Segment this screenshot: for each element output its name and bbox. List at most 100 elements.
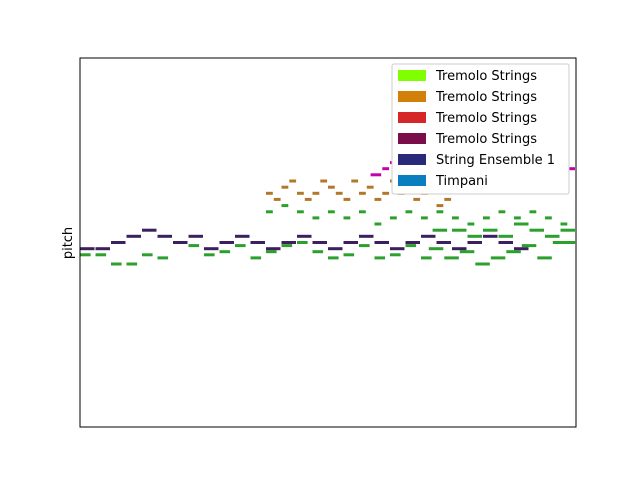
note-green-33	[467, 234, 482, 238]
note-green-28	[521, 244, 537, 248]
note-purple-10	[235, 234, 250, 238]
note-green-3	[126, 262, 138, 266]
note-purple-27	[498, 241, 513, 244]
note-green-45	[343, 216, 351, 220]
note-green-20	[405, 244, 417, 248]
note-orange-6	[312, 191, 320, 195]
note-green-13	[297, 241, 308, 244]
note-green-12	[281, 244, 293, 248]
note-green-27	[506, 250, 521, 254]
y-axis-label: pitch	[61, 227, 76, 259]
note-green-18	[374, 256, 386, 260]
note-orange-23	[444, 197, 452, 201]
note-green-50	[421, 216, 428, 220]
legend-swatch-5	[398, 175, 426, 186]
note-green-41	[281, 204, 289, 208]
note-green-55	[498, 210, 506, 214]
note-green-37	[529, 228, 544, 232]
note-purple-14	[297, 234, 312, 238]
note-green-10	[250, 256, 262, 260]
note-green-53	[467, 222, 475, 226]
note-purple-13	[281, 241, 296, 244]
note-green-24	[459, 250, 475, 254]
note-orange-4	[297, 191, 304, 195]
note-purple-15	[312, 241, 327, 244]
legend-label-3: Tremolo Strings	[435, 132, 537, 147]
note-green-57	[529, 210, 537, 214]
note-green-35	[498, 234, 513, 238]
note-orange-11	[351, 179, 359, 183]
legend-swatch-1	[398, 91, 426, 102]
note-green-0	[80, 253, 91, 257]
note-purple-7	[188, 234, 203, 238]
note-green-56	[514, 216, 521, 220]
note-orange-12	[359, 191, 366, 195]
note-purple-18	[359, 234, 374, 238]
plot-frame	[79, 57, 577, 428]
note-green-52	[452, 216, 459, 220]
note-purple-24	[452, 247, 467, 251]
note-purple-20	[390, 247, 405, 251]
note-green-51	[436, 210, 444, 214]
note-green-49	[405, 210, 413, 214]
note-purple-1	[95, 247, 110, 251]
note-orange-10	[343, 197, 351, 201]
note-green-6	[188, 244, 200, 248]
note-purple-17	[343, 241, 358, 244]
note-green-29	[537, 256, 552, 260]
note-purple-26	[483, 234, 498, 238]
note-green-26	[490, 256, 506, 260]
note-magenta-1	[382, 167, 390, 171]
note-orange-15	[382, 191, 390, 195]
note-green-1	[95, 253, 107, 257]
note-purple-12	[266, 247, 281, 251]
note-green-30	[552, 241, 576, 244]
note-magenta-0	[370, 173, 382, 177]
note-green-39	[560, 228, 575, 232]
note-orange-8	[328, 185, 335, 189]
note-green-15	[328, 256, 339, 260]
legend-label-1: Tremolo Strings	[435, 90, 537, 105]
note-green-31	[432, 228, 448, 232]
note-layer	[80, 161, 576, 266]
note-green-7	[204, 253, 215, 257]
note-green-32	[452, 228, 467, 232]
note-orange-7	[320, 179, 328, 183]
note-green-4	[142, 253, 153, 257]
note-purple-6	[173, 241, 188, 244]
note-orange-1	[273, 197, 281, 201]
note-green-48	[390, 216, 397, 220]
note-green-22	[428, 247, 444, 251]
note-purple-23	[436, 241, 451, 244]
note-green-40	[266, 210, 273, 214]
note-purple-25	[467, 241, 482, 244]
note-purple-9	[219, 241, 234, 244]
note-orange-9	[335, 191, 343, 195]
note-green-14	[312, 250, 324, 254]
note-green-44	[328, 210, 335, 214]
note-green-59	[560, 222, 568, 226]
legend-swatch-0	[398, 70, 426, 81]
note-green-58	[545, 216, 552, 220]
note-green-21	[421, 256, 432, 260]
note-green-23	[444, 256, 459, 260]
note-purple-4	[142, 228, 157, 232]
note-orange-2	[281, 185, 289, 189]
note-green-16	[343, 253, 355, 257]
note-orange-3	[289, 179, 297, 183]
legend-swatch-4	[398, 154, 426, 165]
note-purple-28	[514, 247, 529, 251]
note-purple-19	[374, 241, 389, 244]
legend-label-4: String Ensemble 1	[436, 153, 555, 168]
note-purple-16	[328, 247, 343, 251]
note-green-25	[475, 262, 490, 266]
note-purple-0	[80, 247, 95, 251]
note-green-19	[390, 253, 401, 257]
note-green-8	[219, 250, 231, 254]
note-green-36	[514, 222, 529, 226]
legend-swatch-2	[398, 112, 426, 123]
note-purple-11	[250, 241, 265, 244]
note-green-38	[545, 234, 560, 238]
note-green-54	[483, 216, 490, 220]
